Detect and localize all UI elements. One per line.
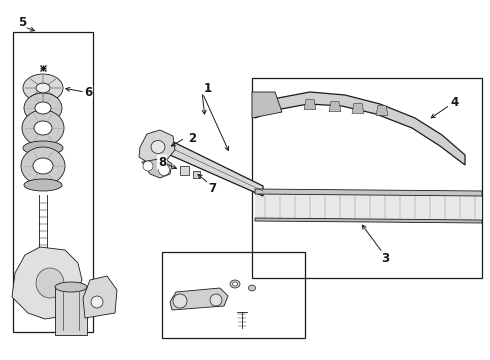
Ellipse shape — [21, 147, 65, 185]
Text: 1: 1 — [204, 81, 212, 94]
Polygon shape — [139, 130, 175, 164]
Polygon shape — [376, 105, 388, 115]
Polygon shape — [255, 218, 482, 223]
Polygon shape — [255, 189, 482, 196]
Polygon shape — [12, 247, 82, 319]
Ellipse shape — [23, 141, 63, 155]
Ellipse shape — [33, 158, 53, 174]
Circle shape — [158, 165, 170, 176]
Ellipse shape — [248, 285, 255, 291]
Bar — [193, 171, 200, 178]
Text: 6: 6 — [84, 85, 92, 99]
Polygon shape — [352, 103, 364, 113]
Text: 5: 5 — [18, 15, 26, 28]
Polygon shape — [252, 92, 282, 118]
Ellipse shape — [36, 83, 50, 93]
Ellipse shape — [151, 140, 165, 153]
Ellipse shape — [24, 179, 62, 191]
Circle shape — [143, 161, 153, 171]
Ellipse shape — [35, 102, 51, 114]
Ellipse shape — [55, 282, 87, 292]
Ellipse shape — [232, 282, 238, 286]
Ellipse shape — [24, 93, 62, 123]
Text: 3: 3 — [381, 252, 389, 265]
Circle shape — [91, 296, 103, 308]
Ellipse shape — [23, 74, 63, 102]
Ellipse shape — [36, 268, 64, 298]
Polygon shape — [255, 194, 482, 220]
Circle shape — [173, 294, 187, 308]
Circle shape — [210, 294, 222, 306]
Polygon shape — [255, 92, 465, 165]
Polygon shape — [83, 276, 117, 318]
Polygon shape — [329, 102, 341, 112]
Polygon shape — [55, 287, 87, 335]
Text: 8: 8 — [158, 156, 166, 168]
Text: 4: 4 — [451, 95, 459, 108]
Polygon shape — [304, 100, 316, 109]
Bar — [180, 166, 189, 175]
Ellipse shape — [230, 280, 240, 288]
Polygon shape — [142, 158, 172, 178]
Polygon shape — [170, 288, 228, 310]
Polygon shape — [153, 132, 263, 196]
Text: 2: 2 — [188, 131, 196, 144]
Ellipse shape — [22, 110, 64, 146]
Text: 7: 7 — [208, 181, 216, 194]
Ellipse shape — [34, 121, 52, 135]
